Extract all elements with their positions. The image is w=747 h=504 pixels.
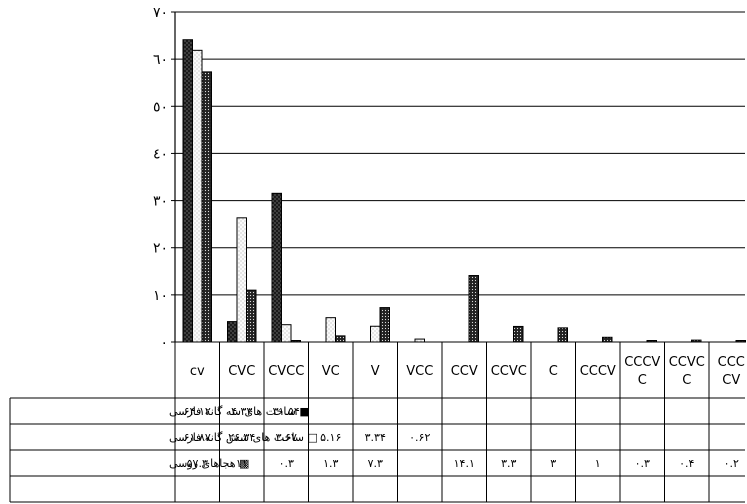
category-label: VC xyxy=(322,364,340,379)
bar xyxy=(335,335,346,343)
y-axis: ٠ ١٠ ٢٠ ٣٠ ٤٠ ٥٠ ٦٠ ٧٠ xyxy=(153,5,176,351)
bar xyxy=(236,217,247,343)
category-label: CVCC xyxy=(268,364,304,379)
data-label: ۶۴.۱۲ xyxy=(184,405,211,418)
data-label: ۰.۲ xyxy=(724,457,739,470)
bar xyxy=(182,39,193,343)
data-label: ۳.۳۴ xyxy=(365,431,386,444)
legend-entry: ▩ هجاهای روسی xyxy=(169,457,249,470)
data-label: ۷.۳ xyxy=(368,457,383,470)
y-tick-label: ٤٠ xyxy=(153,146,168,162)
bar xyxy=(513,325,524,343)
data-label: ۰.۳ xyxy=(279,457,294,470)
category-label: CCVC xyxy=(491,364,527,379)
category-label: V xyxy=(371,364,380,379)
data-label: ۴.۳۳ xyxy=(231,405,252,418)
bars xyxy=(182,39,746,343)
data-label: ۱۴.۱ xyxy=(454,457,475,470)
data-label: ۰.۴ xyxy=(679,457,694,470)
bar xyxy=(325,317,336,343)
bar xyxy=(468,275,479,343)
bar xyxy=(227,321,238,343)
category-label: CCC CV xyxy=(718,355,745,388)
legend-entry: ■ ساخت های سه گانه فارسی xyxy=(169,405,310,418)
category-label: cv xyxy=(190,364,205,379)
data-label: ۵.۱۶ xyxy=(320,431,341,444)
category-label: CCCV xyxy=(580,364,616,379)
y-tick-label: ٢٠ xyxy=(153,241,168,257)
data-label: ۵۷.۳ xyxy=(187,457,208,470)
data-label: ۳.۶۷ xyxy=(276,431,297,444)
bar xyxy=(557,327,568,343)
data-label: ۳۱.۵۴ xyxy=(273,405,300,418)
category-label: CCVC C xyxy=(669,355,705,388)
data-label: ۳.۳ xyxy=(501,457,516,470)
bar xyxy=(271,192,282,343)
bar xyxy=(602,336,613,343)
category-label: C xyxy=(549,364,558,379)
category-label: CVC xyxy=(228,364,255,379)
data-label: ۰.۶۲ xyxy=(409,431,430,444)
bar xyxy=(370,325,381,343)
data-label: ۱ xyxy=(595,457,601,470)
data-label: ۲۶.۳۴ xyxy=(228,431,255,444)
y-tick-label: ٠ xyxy=(160,335,168,351)
y-tick-label: ١٠ xyxy=(153,288,168,304)
y-tick-label: ٦٠ xyxy=(153,52,168,68)
category-label: CCCV C xyxy=(624,355,660,388)
y-tick-label: ٧٠ xyxy=(153,5,168,21)
data-label: ۱۱ xyxy=(236,457,248,470)
legend-entry: □ ساخت های شش گانه فارسی xyxy=(169,431,318,444)
bar xyxy=(246,289,257,343)
data-label: ۶۱.۸۷ xyxy=(184,431,211,444)
data-label: ۳ xyxy=(550,457,556,470)
data-label: ۰.۳ xyxy=(635,457,650,470)
data-label: ۱.۳ xyxy=(323,457,338,470)
y-tick-label: ٥٠ xyxy=(153,99,168,115)
bar xyxy=(201,71,212,343)
bar xyxy=(281,324,292,343)
category-label: VCC xyxy=(406,364,433,379)
y-tick-label: ٣٠ xyxy=(153,194,168,210)
grid-lines xyxy=(175,11,745,296)
bar xyxy=(379,307,390,343)
bar xyxy=(192,49,203,343)
category-label: CCV xyxy=(451,364,478,379)
